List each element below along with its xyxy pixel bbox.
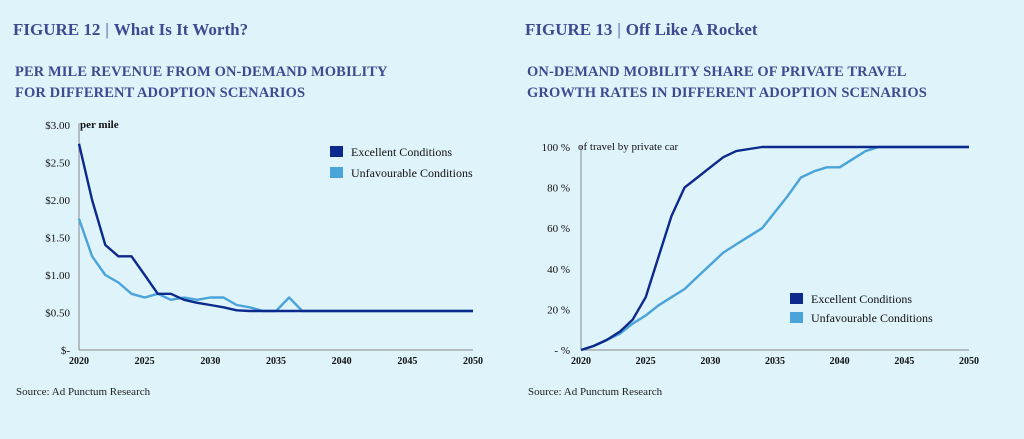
legend-label-unfavourable: Unfavourable Conditions (811, 311, 933, 325)
x-tick-label: 2030 (700, 356, 720, 367)
figure-13-heading: FIGURE 13 | Off Like A Rocket (525, 20, 758, 40)
x-tick-label: 2025 (636, 356, 656, 367)
figure-13-panel: FIGURE 13 | Off Like A Rocket ON-DEMAND MO… (512, 0, 1024, 439)
figure-12-heading: FIGURE 12 | What Is It Worth? (13, 20, 248, 40)
y-tick-label: $2.50 (45, 158, 70, 170)
x-tick-label: 2030 (200, 356, 220, 367)
x-tick-label: 2035 (266, 356, 286, 367)
figure-12-panel: FIGURE 12 | What Is It Worth? PER MILE REV… (13, 20, 483, 398)
legend-swatch-unfavourable (790, 312, 803, 323)
revenue-line-chart: $- $0.50 $1.00 $1.50 $2.00 $2.50 $3.00 2020 2025… (45, 119, 483, 367)
chart-title: PER MILE REVENUE FROM ON-DEMAND MOBILITY… (15, 62, 388, 104)
chart-title: ON-DEMAND MOBILITY SHARE OF PRIVATE TRAV… (527, 62, 927, 104)
legend-swatch-excellent (790, 293, 803, 304)
y-tick-label: 80 % (547, 183, 570, 195)
share-line-chart: - % 20 % 40 % 60 % 80 % 100 % 2020 2025 2030 2035… (542, 141, 979, 367)
legend-label-unfavourable: Unfavourable Conditions (351, 166, 473, 180)
y-tick-label: 20 % (547, 304, 570, 316)
figure-label: FIGURE 12 (13, 20, 101, 39)
y-tick-label: $1.50 (45, 233, 70, 245)
source-note: Source: Ad Punctum Research (16, 386, 151, 398)
x-tick-label: 2050 (463, 356, 483, 367)
x-tick-label: 2045 (397, 356, 417, 367)
series-line-excellent (580, 145, 969, 352)
series-line-excellent (77, 143, 473, 313)
chart-title-line-1: PER MILE REVENUE FROM ON-DEMAND MOBILITY (15, 64, 388, 80)
x-tick-label: 2020 (69, 356, 89, 367)
x-tick-label: 2035 (765, 356, 785, 367)
series-line-unfavourable (580, 145, 969, 352)
y-tick-label: - % (554, 345, 570, 357)
y-tick-label: $2.00 (45, 195, 70, 207)
y-tick-label: 100 % (542, 142, 570, 154)
figure-label: FIGURE 13 (525, 20, 613, 39)
figure-name: What Is It Worth? (113, 20, 249, 39)
figure-name: Off Like A Rocket (625, 20, 758, 39)
y-tick-label: $3.00 (45, 120, 70, 132)
y-tick-label: 60 % (547, 223, 570, 235)
series-line-unfavourable (77, 218, 473, 313)
legend-swatch-unfavourable (330, 167, 343, 178)
x-tick-label: 2050 (959, 356, 979, 367)
source-note: Source: Ad Punctum Research (528, 386, 663, 398)
unit-label: of travel by private car (578, 141, 679, 153)
heading-separator: | (105, 20, 109, 39)
chart-title-line-2: GROWTH RATES IN DIFFERENT ADOPTION SCENA… (527, 85, 927, 101)
legend-swatch-excellent (330, 146, 343, 157)
x-tick-label: 2045 (894, 356, 914, 367)
x-tick-label: 2020 (571, 356, 591, 367)
legend-label-excellent: Excellent Conditions (351, 145, 452, 159)
legend-label-excellent: Excellent Conditions (811, 292, 912, 306)
y-tick-label: $- (61, 345, 71, 357)
y-tick-label: $1.00 (45, 270, 70, 282)
unit-label: per mile (80, 119, 119, 131)
chart-title-line-1: ON-DEMAND MOBILITY SHARE OF PRIVATE TRAV… (527, 64, 907, 80)
y-tick-label: 40 % (547, 264, 570, 276)
y-tick-label: $0.50 (45, 308, 70, 320)
x-tick-label: 2025 (135, 356, 155, 367)
x-tick-label: 2040 (332, 356, 352, 367)
x-tick-label: 2040 (830, 356, 850, 367)
chart-title-line-2: FOR DIFFERENT ADOPTION SCENARIOS (15, 85, 306, 101)
heading-separator: | (617, 20, 621, 39)
